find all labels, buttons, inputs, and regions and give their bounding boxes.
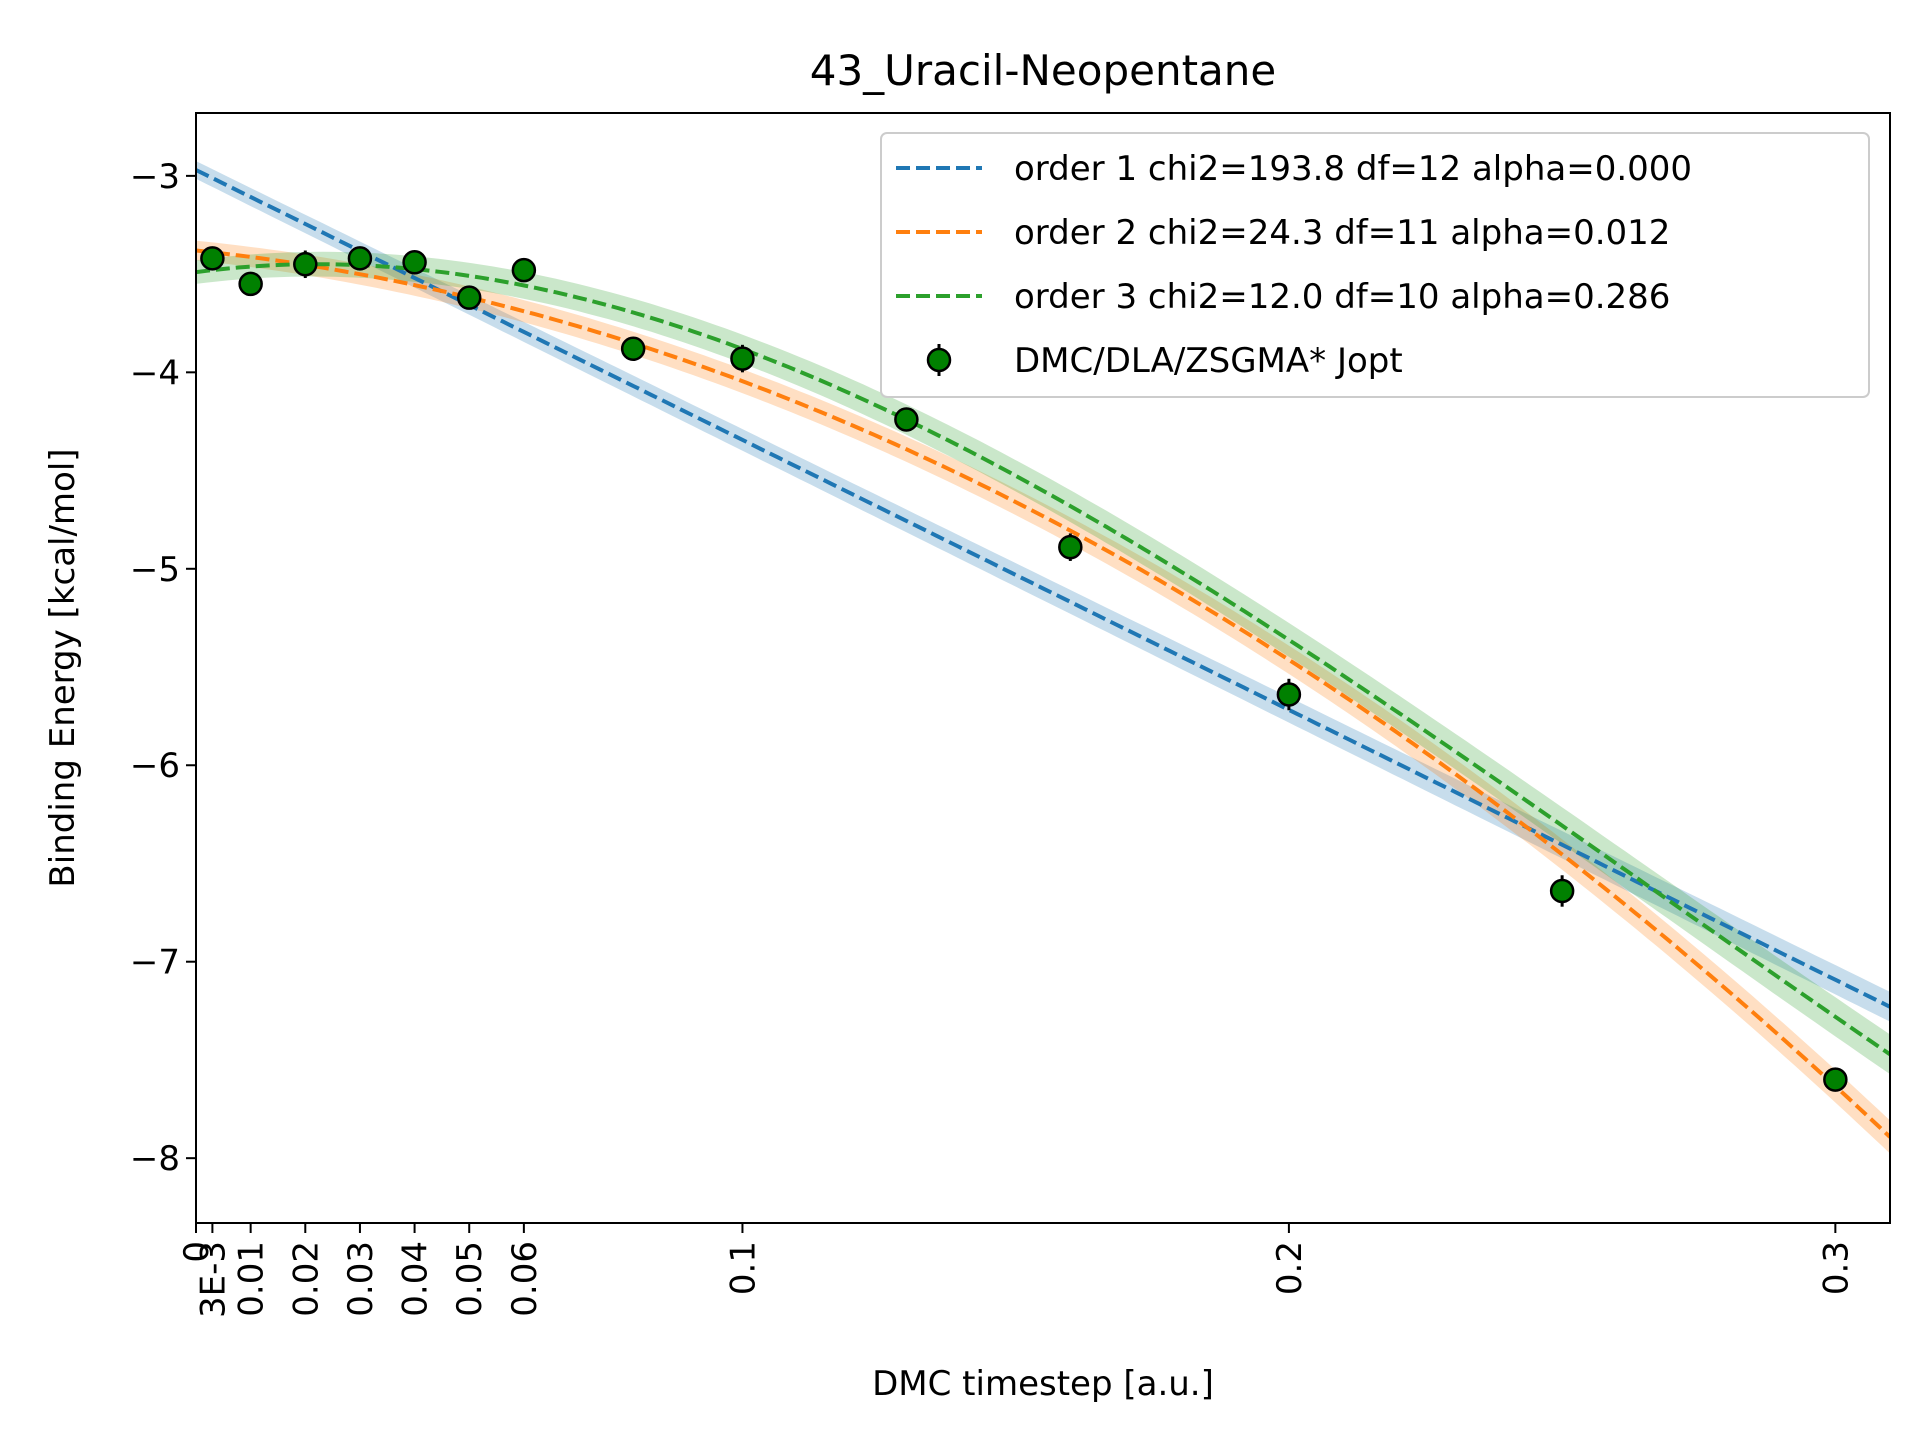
chart-title: 43_Uracil-Neopentane	[810, 46, 1277, 95]
legend-marker-swatch	[926, 347, 952, 373]
x-tick-label: 0	[177, 1241, 217, 1263]
data-point	[511, 257, 537, 283]
x-tick-label: 0.03	[341, 1241, 381, 1317]
legend-label: DMC/DLA/ZSGMA* Jopt	[1014, 341, 1403, 381]
point-marker	[1058, 534, 1083, 560]
point-marker	[511, 257, 537, 283]
fit-line-order-3	[196, 262, 1890, 1056]
legend: order 1 chi2=193.8 df=12 alpha=0.000 orde…	[880, 132, 1870, 398]
fit-band-order-1	[196, 161, 1890, 1022]
x-tick-label: 0.02	[286, 1241, 326, 1317]
data-point	[1823, 1067, 1848, 1092]
data-point	[293, 250, 318, 279]
data-point	[1276, 678, 1302, 711]
x-tick-label: 0.2	[1270, 1241, 1310, 1295]
point-marker	[620, 336, 646, 362]
data-point	[456, 285, 482, 310]
legend-entry: order 2 chi2=24.3 df=11 alpha=0.012	[896, 213, 1670, 253]
data-point	[238, 271, 263, 297]
data-point	[1058, 533, 1083, 561]
plot-frame	[195, 112, 1891, 1224]
legend-entry: DMC/DLA/ZSGMA* Jopt	[926, 341, 1403, 381]
legend-label: order 2 chi2=24.3 df=11 alpha=0.012	[1014, 213, 1670, 253]
point-marker	[894, 407, 919, 432]
x-tick-label: 0.1	[724, 1241, 764, 1295]
legend-box	[880, 132, 1870, 398]
data-point	[200, 246, 225, 271]
data-point	[1549, 875, 1575, 907]
y-axis-ticks: −3 −4 −5 −6 −7 −8	[130, 157, 196, 1179]
y-axis-label: Binding Energy [kcal/mol]	[43, 448, 83, 887]
point-marker	[200, 246, 225, 271]
point-marker	[1549, 878, 1575, 904]
x-tick-label: 0.3	[1816, 1241, 1856, 1295]
y-tick-label: −8	[130, 1139, 180, 1179]
point-marker	[347, 246, 373, 271]
point-marker	[730, 346, 755, 371]
data-points	[200, 246, 1848, 1092]
point-marker	[1823, 1067, 1848, 1092]
y-tick-label: −4	[130, 353, 180, 393]
y-tick-label: −3	[130, 157, 180, 197]
x-tick-label: 3E-3	[193, 1241, 233, 1318]
x-tick-label: 0.06	[505, 1241, 545, 1317]
data-point	[620, 336, 646, 362]
point-marker	[402, 250, 427, 275]
point-marker	[238, 271, 263, 297]
point-marker	[1276, 682, 1302, 707]
point-marker	[456, 285, 482, 310]
x-axis-label: DMC timestep [a.u.]	[872, 1364, 1214, 1404]
y-tick-label: −5	[130, 550, 180, 590]
data-point	[347, 246, 373, 271]
x-tick-label: 0.05	[450, 1241, 490, 1317]
point-marker	[293, 252, 318, 277]
legend-entry: order 3 chi2=12.0 df=10 alpha=0.286	[896, 277, 1670, 317]
legend-label: order 1 chi2=193.8 df=12 alpha=0.000	[1014, 149, 1692, 189]
x-tick-label: 0.04	[396, 1241, 436, 1317]
y-tick-label: −6	[130, 746, 180, 786]
x-tick-label: 0.01	[232, 1241, 272, 1317]
data-point	[402, 250, 427, 275]
y-tick-label: −7	[130, 943, 180, 983]
data-point	[894, 407, 919, 432]
data-point	[730, 344, 755, 373]
fit-bands	[196, 161, 1890, 1154]
legend-label: order 3 chi2=12.0 df=10 alpha=0.286	[1014, 277, 1670, 317]
legend-entry: order 1 chi2=193.8 df=12 alpha=0.000	[896, 149, 1692, 189]
x-axis-ticks: 03E-30.01 0.02 0.03 0.04 0.05 0.06 0.1 0.2 0.3	[177, 1223, 1856, 1318]
fit-line-order-1	[196, 168, 1890, 1009]
